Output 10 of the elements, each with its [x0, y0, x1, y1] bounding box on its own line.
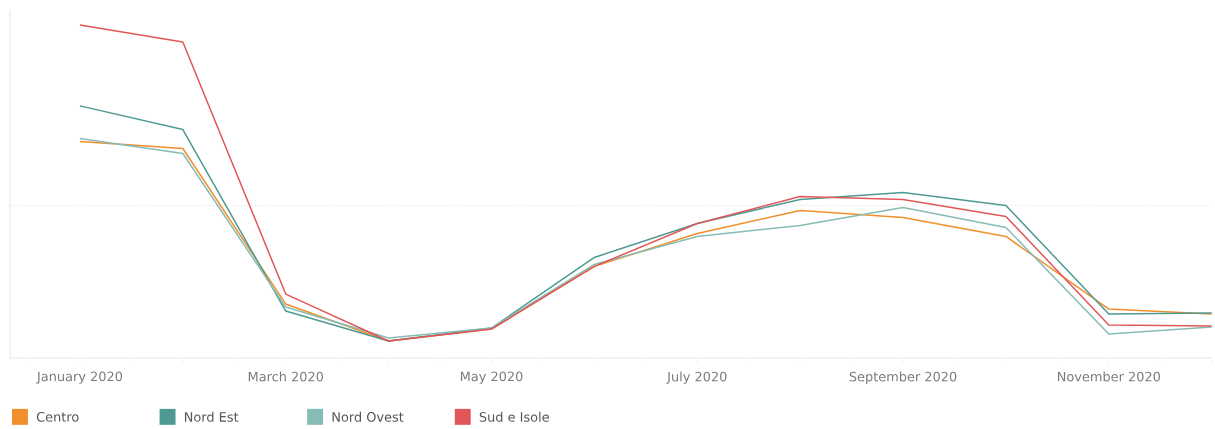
legend-label: Centro	[36, 412, 79, 422]
x-tick-label: July 2020	[666, 371, 727, 385]
legend-label: Nord Ovest	[332, 411, 404, 422]
legend-label: Nord Est	[184, 411, 239, 422]
x-tick-label: March 2020	[248, 371, 324, 382]
x-tick-label: November 2020	[1057, 371, 1160, 382]
x-tick-label: January 2020	[36, 371, 123, 384]
x-tick-label: September 2020	[849, 371, 957, 385]
x-tick-label: May 2020	[460, 371, 523, 384]
legend-label: Sud e Isole	[479, 411, 549, 422]
